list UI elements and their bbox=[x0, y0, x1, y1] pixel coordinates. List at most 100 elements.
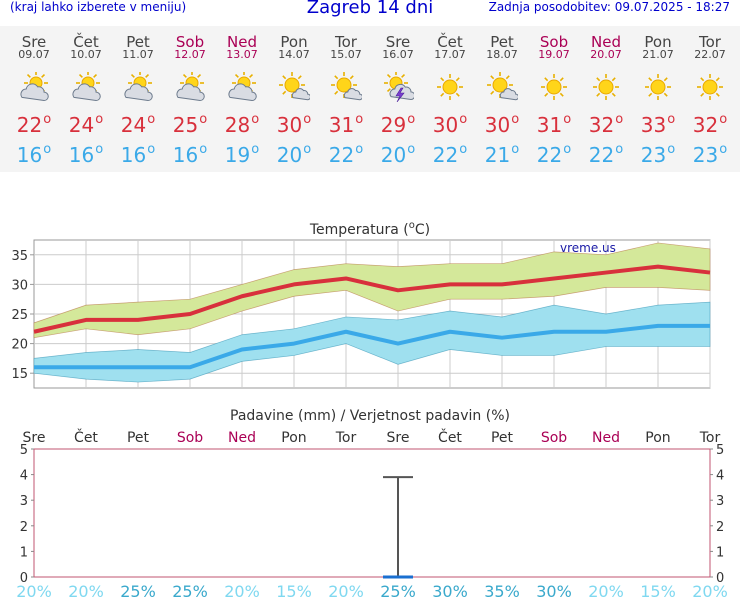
x-tick-label: Pet bbox=[127, 430, 150, 446]
sun-cloud-icon bbox=[228, 72, 257, 102]
degree-symbol: o bbox=[95, 142, 104, 157]
min-temperature-line bbox=[34, 323, 710, 370]
min-temperature: 23o bbox=[640, 142, 676, 167]
sun-small-cloud-icon bbox=[331, 72, 362, 101]
degree-symbol: o bbox=[563, 142, 572, 157]
precipitation-probability: 15% bbox=[276, 582, 312, 600]
degree-symbol: o bbox=[355, 142, 364, 157]
degree-symbol: o bbox=[43, 112, 52, 127]
min-temperature: 22o bbox=[536, 142, 572, 167]
degree-symbol: o bbox=[303, 142, 312, 157]
degree-symbol: o bbox=[719, 142, 728, 157]
min-temperature: 20o bbox=[380, 142, 416, 167]
sun-cloud-icon bbox=[124, 72, 153, 102]
degree-symbol: o bbox=[147, 112, 156, 127]
max-temperature: 33o bbox=[640, 112, 676, 137]
y-tick-label-left: 4 bbox=[20, 469, 28, 484]
day-date: 18.07 bbox=[486, 48, 518, 61]
sun-icon bbox=[593, 74, 619, 100]
x-tick-label: Ned bbox=[228, 430, 256, 446]
day-date: 10.07 bbox=[70, 48, 102, 61]
precipitation-probability: 35% bbox=[484, 582, 520, 600]
min-temperature: 16o bbox=[16, 142, 52, 167]
page-title: Zagreb 14 dni bbox=[306, 0, 434, 18]
daily-forecast-strip: Sre 09.07 22o 16o Čet 10.07 24o 16o Pet 11.07 24o 1… bbox=[0, 26, 740, 172]
y-tick-label: 35 bbox=[11, 249, 28, 264]
precipitation-probability: 20% bbox=[224, 582, 260, 600]
degree-symbol: o bbox=[43, 142, 52, 157]
max-temperature: 22o bbox=[16, 112, 52, 137]
day-name: Čet bbox=[437, 33, 463, 51]
y-tick-label-right: 2 bbox=[716, 520, 724, 535]
y-tick-label-left: 3 bbox=[20, 494, 28, 509]
day-date: 09.07 bbox=[18, 48, 50, 61]
day-name: Tor bbox=[335, 33, 357, 51]
sun-icon bbox=[541, 74, 567, 100]
degree-symbol: o bbox=[615, 142, 624, 157]
degree-symbol: o bbox=[147, 142, 156, 157]
chart-title: Padavine (mm) / Verjetnost padavin (%) bbox=[230, 408, 510, 424]
y-tick-label-right: 1 bbox=[716, 545, 724, 560]
region-menu-hint: (kraj lahko izberete v meniju) bbox=[10, 0, 187, 14]
max-temperature: 25o bbox=[172, 112, 208, 137]
max-temperature: 32o bbox=[588, 112, 624, 137]
precipitation-probability: 30% bbox=[536, 582, 572, 600]
x-tick-label: Tor bbox=[335, 430, 357, 446]
day-date: 11.07 bbox=[122, 48, 154, 61]
min-temperature: 23o bbox=[692, 142, 728, 167]
day-name: Sob bbox=[539, 33, 569, 51]
day-date: 12.07 bbox=[174, 48, 206, 61]
min-temperature: 16o bbox=[68, 142, 104, 167]
x-tick-label: Tor bbox=[699, 430, 721, 446]
y-tick-label-left: 1 bbox=[20, 545, 28, 560]
x-tick-label: Sre bbox=[23, 430, 46, 446]
day-name: Sre bbox=[21, 33, 47, 51]
degree-symbol: o bbox=[303, 112, 312, 127]
sun-small-cloud-icon bbox=[487, 72, 518, 101]
day-date: 13.07 bbox=[226, 48, 258, 61]
y-tick-label-left: 2 bbox=[20, 520, 28, 535]
day-date: 21.07 bbox=[642, 48, 674, 61]
max-temperature: 29o bbox=[380, 112, 416, 137]
day-name: Ned bbox=[227, 33, 257, 51]
precipitation-probability: 15% bbox=[640, 582, 676, 600]
y-tick-label-right: 0 bbox=[716, 571, 724, 586]
x-tick-label: Pet bbox=[491, 430, 514, 446]
sun-small-cloud-icon bbox=[279, 72, 310, 101]
day-name: Tor bbox=[699, 33, 721, 51]
y-tick-label: 15 bbox=[11, 367, 28, 382]
degree-symbol: o bbox=[459, 142, 468, 157]
degree-symbol: o bbox=[719, 112, 728, 127]
degree-symbol: o bbox=[615, 112, 624, 127]
precipitation-chart: Padavine (mm) / Verjetnost padavin (%) Sr… bbox=[16, 408, 728, 600]
day-name: Čet bbox=[73, 33, 99, 51]
day-name: Sre bbox=[385, 33, 411, 51]
x-tick-label: Sob bbox=[541, 430, 567, 446]
min-temperature: 20o bbox=[276, 142, 312, 167]
day-name: Pon bbox=[280, 33, 308, 51]
min-temperature: 22o bbox=[432, 142, 468, 167]
y-tick-label: 25 bbox=[11, 308, 28, 323]
y-tick-label: 20 bbox=[11, 338, 28, 353]
precipitation-probability: 20% bbox=[68, 582, 104, 600]
day-date: 17.07 bbox=[434, 48, 466, 61]
precipitation-probability: 25% bbox=[172, 582, 208, 600]
day-date: 14.07 bbox=[278, 48, 310, 61]
day-name: Sob bbox=[175, 33, 205, 51]
degree-symbol: o bbox=[563, 112, 572, 127]
day-name: Pet bbox=[126, 33, 150, 51]
max-temperature: 24o bbox=[68, 112, 104, 137]
max-temperature: 30o bbox=[484, 112, 520, 137]
precipitation-probability: 25% bbox=[380, 582, 416, 600]
day-name: Pet bbox=[490, 33, 514, 51]
sun-cloud-icon bbox=[20, 72, 49, 102]
degree-symbol: o bbox=[511, 112, 520, 127]
min-temperature: 16o bbox=[172, 142, 208, 167]
sun-cloud-icon bbox=[72, 72, 101, 102]
precipitation-probability: 20% bbox=[692, 582, 728, 600]
x-tick-label: Pon bbox=[281, 430, 306, 446]
chart-title: Temperatura (oC) bbox=[309, 220, 430, 238]
sun-cloud-icon bbox=[176, 72, 205, 102]
degree-symbol: o bbox=[459, 112, 468, 127]
plot-area bbox=[33, 448, 711, 578]
